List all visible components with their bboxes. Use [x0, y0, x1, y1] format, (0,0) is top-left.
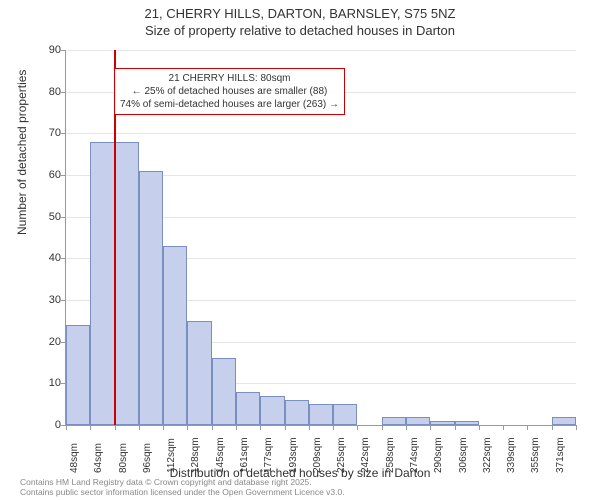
xtick-mark — [382, 425, 383, 430]
ytick-mark — [61, 50, 66, 51]
xtick-mark — [576, 425, 577, 430]
chart-container: 21, CHERRY HILLS, DARTON, BARNSLEY, S75 … — [0, 0, 600, 500]
y-axis-title: Number of detached properties — [15, 70, 29, 235]
ytick-mark — [61, 258, 66, 259]
xtick-mark — [333, 425, 334, 430]
xtick-mark — [115, 425, 116, 430]
xtick-mark — [503, 425, 504, 430]
xtick-mark — [90, 425, 91, 430]
footer-attribution: Contains HM Land Registry data © Crown c… — [20, 477, 345, 497]
xtick-mark — [163, 425, 164, 430]
histogram-bar — [552, 417, 576, 425]
ytick-label: 50 — [31, 211, 61, 223]
histogram-bar — [309, 404, 333, 425]
xtick-mark — [236, 425, 237, 430]
annotation-box: 21 CHERRY HILLS: 80sqm← 25% of detached … — [114, 68, 345, 115]
ytick-mark — [61, 92, 66, 93]
ytick-label: 20 — [31, 336, 61, 348]
plot-region: 010203040506070809048sqm64sqm80sqm96sqm1… — [65, 50, 576, 426]
xtick-mark — [285, 425, 286, 430]
title-line-1: 21, CHERRY HILLS, DARTON, BARNSLEY, S75 … — [0, 6, 600, 23]
title-line-2: Size of property relative to detached ho… — [0, 23, 600, 40]
gridline — [66, 50, 576, 51]
xtick-mark — [455, 425, 456, 430]
histogram-bar — [90, 142, 114, 425]
histogram-bar — [212, 358, 236, 425]
chart-title-block: 21, CHERRY HILLS, DARTON, BARNSLEY, S75 … — [0, 0, 600, 40]
histogram-bar — [187, 321, 211, 425]
xtick-mark — [479, 425, 480, 430]
ytick-label: 0 — [31, 419, 61, 431]
xtick-mark — [552, 425, 553, 430]
ytick-label: 40 — [31, 252, 61, 264]
histogram-bar — [333, 404, 357, 425]
ytick-label: 10 — [31, 377, 61, 389]
xtick-mark — [406, 425, 407, 430]
histogram-bar — [285, 400, 309, 425]
ytick-mark — [61, 300, 66, 301]
annotation-line-2: ← 25% of detached houses are smaller (88… — [120, 85, 339, 98]
xtick-mark — [66, 425, 67, 430]
xtick-mark — [309, 425, 310, 430]
ytick-label: 80 — [31, 86, 61, 98]
histogram-bar — [115, 142, 139, 425]
ytick-label: 60 — [31, 169, 61, 181]
ytick-mark — [61, 175, 66, 176]
ytick-mark — [61, 217, 66, 218]
histogram-bar — [455, 421, 479, 425]
histogram-bar — [260, 396, 284, 425]
xtick-mark — [139, 425, 140, 430]
ytick-mark — [61, 133, 66, 134]
histogram-bar — [139, 171, 163, 425]
xtick-mark — [430, 425, 431, 430]
annotation-line-1: 21 CHERRY HILLS: 80sqm — [120, 72, 339, 85]
footer-line-2: Contains public sector information licen… — [20, 487, 345, 497]
histogram-bar — [382, 417, 406, 425]
histogram-bar — [66, 325, 90, 425]
histogram-bar — [163, 246, 187, 425]
footer-line-1: Contains HM Land Registry data © Crown c… — [20, 477, 345, 487]
histogram-bar — [406, 417, 430, 425]
annotation-line-3: 74% of semi-detached houses are larger (… — [120, 98, 339, 111]
xtick-mark — [357, 425, 358, 430]
ytick-label: 70 — [31, 127, 61, 139]
histogram-bar — [430, 421, 454, 425]
xtick-mark — [187, 425, 188, 430]
xtick-mark — [212, 425, 213, 430]
histogram-bar — [236, 392, 260, 425]
gridline — [66, 133, 576, 134]
xtick-mark — [527, 425, 528, 430]
ytick-label: 30 — [31, 294, 61, 306]
xtick-mark — [260, 425, 261, 430]
ytick-label: 90 — [31, 44, 61, 56]
chart-area: 010203040506070809048sqm64sqm80sqm96sqm1… — [65, 50, 575, 425]
